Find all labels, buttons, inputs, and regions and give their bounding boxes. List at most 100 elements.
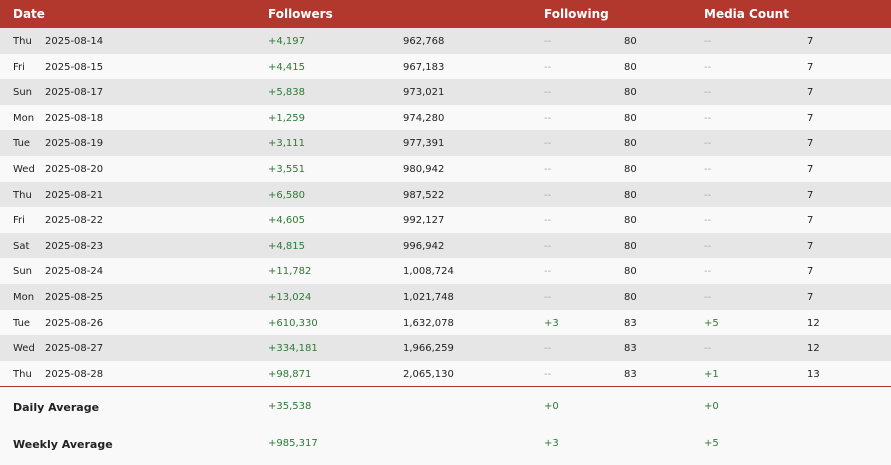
- cell-day: Sun: [13, 87, 33, 99]
- cell-media-change: --: [704, 240, 712, 252]
- cell-media-total: 7: [807, 240, 814, 252]
- cell-media-change: --: [704, 61, 712, 73]
- cell-followers-change: +334,181: [268, 343, 318, 355]
- cell-day: Sun: [13, 266, 33, 278]
- cell-following-change: --: [544, 240, 552, 252]
- weekly-average-row: Weekly Average +985,317 +3 +5: [0, 425, 891, 464]
- cell-media-total: 7: [807, 266, 814, 278]
- cell-following-change: --: [544, 61, 552, 73]
- table-row: Tue 2025-08-26 +610,330 1,632,078 +3 83 +5 12: [0, 309, 891, 336]
- cell-following-change: --: [544, 163, 552, 175]
- cell-following-total: 80: [624, 163, 637, 175]
- cell-following-change: --: [544, 112, 552, 124]
- cell-media-change: --: [704, 87, 712, 99]
- cell-date: 2025-08-28: [45, 368, 104, 380]
- col-header-followers[interactable]: Followers: [268, 7, 333, 21]
- cell-media-total: 7: [807, 291, 814, 303]
- cell-following-total: 83: [624, 343, 637, 355]
- cell-followers-total: 977,391: [403, 138, 445, 150]
- col-header-date[interactable]: Date: [13, 7, 45, 21]
- cell-date: 2025-08-15: [45, 61, 104, 73]
- cell-followers-total: 996,942: [403, 240, 445, 252]
- daily-average-followers: +35,538: [268, 401, 312, 413]
- cell-following-change: --: [544, 87, 552, 99]
- cell-followers-change: +4,415: [268, 61, 306, 73]
- cell-followers-total: 1,966,259: [403, 343, 454, 355]
- cell-followers-total: 2,065,130: [403, 368, 454, 380]
- table-row: Fri 2025-08-15 +4,415 967,183 -- 80 -- 7: [0, 53, 891, 80]
- cell-media-change: --: [704, 189, 712, 201]
- table-row: Sat 2025-08-23 +4,815 996,942 -- 80 -- 7: [0, 232, 891, 259]
- cell-followers-total: 1,632,078: [403, 317, 454, 329]
- cell-followers-total: 1,008,724: [403, 266, 454, 278]
- cell-media-change: --: [704, 112, 712, 124]
- cell-media-total: 7: [807, 112, 814, 124]
- cell-day: Wed: [13, 343, 35, 355]
- cell-followers-change: +4,197: [268, 36, 306, 47]
- cell-following-change: +3: [544, 317, 559, 329]
- cell-day: Thu: [13, 368, 32, 380]
- table-row: Fri 2025-08-22 +4,605 992,127 -- 80 -- 7: [0, 207, 891, 233]
- cell-followers-change: +13,024: [268, 291, 312, 303]
- cell-media-change: --: [704, 36, 712, 47]
- cell-following-total: 80: [624, 215, 637, 227]
- table-row: Thu 2025-08-21 +6,580 987,522 -- 80 -- 7: [0, 181, 891, 208]
- cell-media-total: 13: [807, 368, 820, 380]
- cell-followers-change: +3,551: [268, 163, 306, 175]
- weekly-average-following: +3: [544, 438, 559, 450]
- cell-followers-change: +11,782: [268, 266, 312, 278]
- cell-followers-total: 1,021,748: [403, 291, 454, 303]
- table-row: Thu 2025-08-28 +98,871 2,065,130 -- 83 +1 13: [0, 360, 891, 387]
- cell-followers-change: +4,815: [268, 240, 306, 252]
- cell-media-change: --: [704, 343, 712, 355]
- table-row: Tue 2025-08-19 +3,111 977,391 -- 80 -- 7: [0, 130, 891, 156]
- table-row: Wed 2025-08-20 +3,551 980,942 -- 80 -- 7: [0, 155, 891, 182]
- cell-followers-total: 962,768: [403, 36, 445, 47]
- cell-media-change: --: [704, 291, 712, 303]
- table-header: Date Followers Following Media Count: [0, 0, 891, 28]
- table-row: Mon 2025-08-18 +1,259 974,280 -- 80 -- 7: [0, 104, 891, 131]
- cell-following-total: 80: [624, 112, 637, 124]
- cell-followers-change: +610,330: [268, 317, 318, 329]
- cell-media-total: 7: [807, 138, 814, 150]
- cell-media-change: --: [704, 163, 712, 175]
- cell-day: Mon: [13, 291, 35, 303]
- table-row: Mon 2025-08-25 +13,024 1,021,748 -- 80 -- 7: [0, 283, 891, 310]
- cell-day: Wed: [13, 163, 35, 175]
- cell-following-change: --: [544, 215, 552, 227]
- col-header-following[interactable]: Following: [544, 7, 609, 21]
- cell-media-change: --: [704, 266, 712, 278]
- cell-media-total: 7: [807, 87, 814, 99]
- cell-media-change: +1: [704, 368, 719, 380]
- cell-media-change: --: [704, 138, 712, 150]
- cell-followers-change: +4,605: [268, 215, 306, 227]
- cell-media-total: 7: [807, 163, 814, 175]
- cell-date: 2025-08-26: [45, 317, 104, 329]
- cell-following-total: 83: [624, 368, 637, 380]
- cell-following-total: 80: [624, 240, 637, 252]
- cell-media-total: 12: [807, 317, 820, 329]
- cell-followers-total: 973,021: [403, 87, 445, 99]
- summary-divider: [0, 386, 891, 388]
- cell-followers-change: +6,580: [268, 189, 306, 201]
- cell-day: Fri: [13, 215, 25, 227]
- cell-day: Thu: [13, 189, 32, 201]
- cell-following-total: 80: [624, 36, 637, 47]
- table-body: Thu 2025-08-14 +4,197 962,768 -- 80 -- 7 Fri 2025…: [0, 28, 891, 387]
- cell-followers-change: +5,838: [268, 87, 306, 99]
- cell-date: 2025-08-18: [45, 112, 104, 124]
- weekly-average-followers: +985,317: [268, 438, 318, 450]
- cell-following-total: 80: [624, 189, 637, 201]
- cell-followers-total: 987,522: [403, 189, 445, 201]
- table-row: Thu 2025-08-14 +4,197 962,768 -- 80 -- 7: [0, 28, 891, 54]
- cell-date: 2025-08-14: [45, 36, 104, 47]
- cell-date: 2025-08-23: [45, 240, 104, 252]
- table-row: Wed 2025-08-27 +334,181 1,966,259 -- 83 -- 12: [0, 335, 891, 361]
- cell-date: 2025-08-27: [45, 343, 104, 355]
- cell-following-change: --: [544, 36, 552, 47]
- cell-following-change: --: [544, 189, 552, 201]
- cell-followers-change: +1,259: [268, 112, 306, 124]
- col-header-media-count[interactable]: Media Count: [704, 7, 789, 21]
- weekly-average-label: Weekly Average: [13, 438, 113, 452]
